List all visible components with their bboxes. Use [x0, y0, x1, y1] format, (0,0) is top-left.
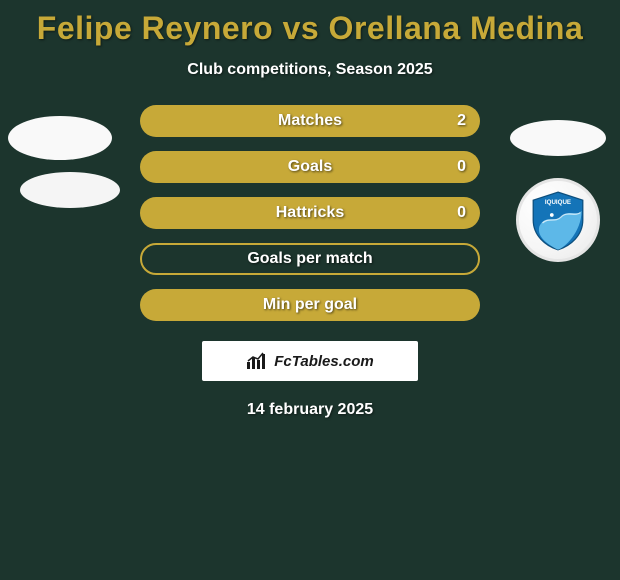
stat-label: Min per goal [263, 296, 357, 314]
club-right-name: IQUIQUE [545, 199, 571, 206]
stat-row-matches: Matches 2 [140, 105, 480, 137]
player-right-avatar-placeholder [510, 120, 606, 156]
player-left-avatar-placeholder [8, 116, 112, 160]
stat-label: Goals [288, 158, 332, 176]
stat-row-min-per-goal: Min per goal [140, 289, 480, 321]
stat-value: 2 [457, 112, 466, 130]
stat-value: 0 [457, 204, 466, 222]
club-right-badge: IQUIQUE [516, 178, 600, 262]
stat-label: Goals per match [247, 250, 372, 268]
stat-row-goals-per-match: Goals per match [140, 243, 480, 275]
stat-row-hattricks: Hattricks 0 [140, 197, 480, 229]
page-title: Felipe Reynero vs Orellana Medina [0, 0, 620, 47]
stat-label: Matches [278, 112, 342, 130]
date-text: 14 february 2025 [0, 401, 620, 419]
stat-value: 0 [457, 158, 466, 176]
subtitle: Club competitions, Season 2025 [0, 61, 620, 79]
stat-label: Hattricks [276, 204, 344, 222]
club-left-placeholder [20, 172, 120, 208]
chart-icon [246, 352, 268, 370]
site-name: FcTables.com [274, 353, 373, 370]
site-logo-box: FcTables.com [202, 341, 418, 381]
stat-row-goals: Goals 0 [140, 151, 480, 183]
